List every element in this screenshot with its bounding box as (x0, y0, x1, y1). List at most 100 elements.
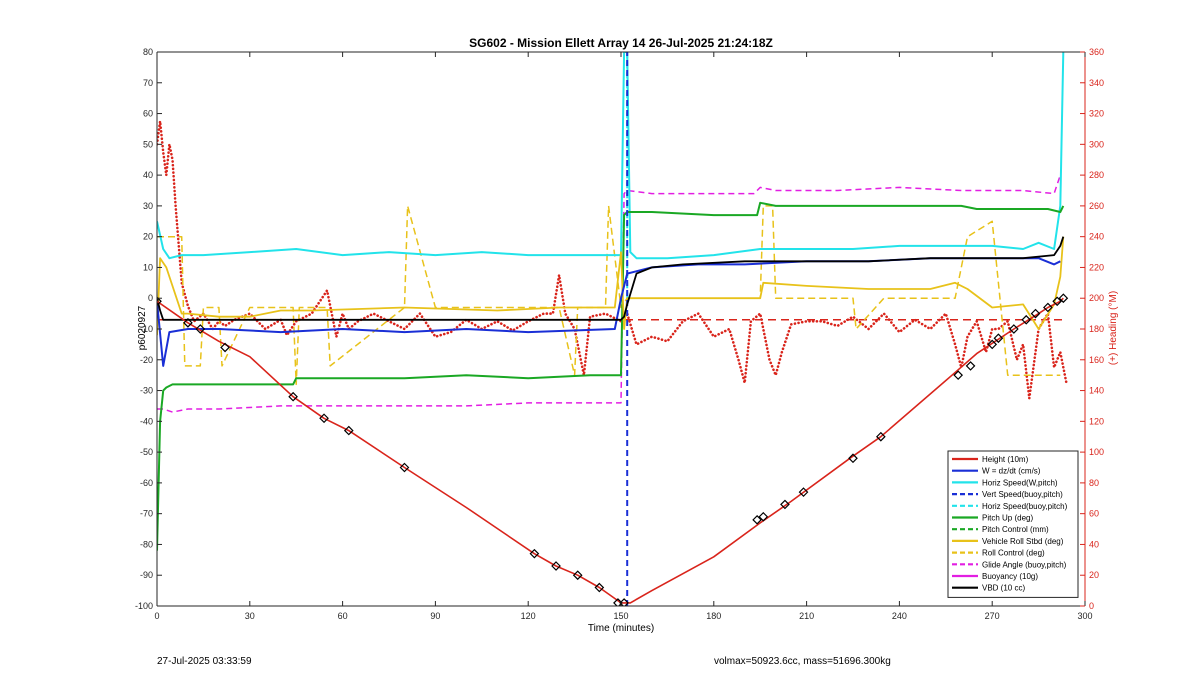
depth-marker (1009, 324, 1019, 334)
y2-tick-label: 100 (1089, 447, 1104, 457)
legend-label: W = dz/dt (cm/s) (982, 467, 1041, 476)
depth-marker (1021, 314, 1032, 325)
y-tick-label: 0 (148, 293, 153, 303)
y2-tick-label: 0 (1089, 601, 1094, 611)
depth-marker (195, 324, 206, 334)
depth-marker (987, 339, 998, 350)
depth-marker (1030, 308, 1041, 319)
series-heading (157, 120, 1068, 400)
y-tick-label: 40 (143, 170, 153, 180)
x-axis-label: Time (minutes) (588, 623, 654, 634)
y-tick-label: -90 (140, 570, 153, 580)
x-tick-label: 240 (892, 611, 907, 621)
y-tick-label: 80 (143, 47, 153, 57)
y2-tick-label: 260 (1089, 201, 1104, 211)
y-tick-label: 10 (143, 262, 153, 272)
legend: Height (10m) W = dz/dt (cm/s) Horiz Speed(… (947, 450, 1079, 598)
depth-marker (529, 548, 540, 559)
legend-label: Height (10m) (982, 455, 1029, 464)
legend-label: Pitch Control (mm) (982, 525, 1049, 534)
y-axis-label: p6020927 (137, 305, 148, 350)
legend-label: Horiz Speed(W,pitch) (982, 478, 1058, 487)
y-tick-label: -70 (140, 509, 153, 519)
axes: 0 30 60 90 120 150 180 210 240 270 300-100-90-80-7… (135, 47, 1104, 621)
y2-tick-label: 340 (1089, 78, 1104, 88)
legend-label: Glide Angle (buoy,pitch) (982, 560, 1067, 569)
depth-marker (288, 391, 298, 402)
x-tick-label: 270 (985, 611, 1000, 621)
y2-tick-label: 160 (1089, 355, 1104, 365)
depth-marker (572, 570, 583, 581)
depth-marker (848, 453, 858, 464)
depth-marker (551, 561, 561, 571)
y2-tick-label: 280 (1089, 170, 1104, 180)
y-tick-label: -40 (140, 416, 153, 426)
x-tick-label: 180 (706, 611, 721, 621)
y2-tick-label: 40 (1089, 539, 1099, 549)
y-tick-label: -80 (140, 539, 153, 549)
y2-tick-label: 200 (1089, 293, 1104, 303)
y-tick-label: 20 (143, 232, 153, 242)
x-tick-label: 90 (430, 611, 440, 621)
x-tick-label: 120 (521, 611, 536, 621)
depth-marker (965, 361, 976, 371)
y-tick-label: -20 (140, 355, 153, 365)
footer-volmax-mass: volmax=50923.6cc, mass=51696.300kg (714, 656, 891, 667)
legend-label: Buoyancy (10g) (982, 572, 1038, 581)
depth-marker (157, 296, 162, 307)
y2-tick-label: 80 (1089, 478, 1099, 488)
x-tick-label: 210 (799, 611, 814, 621)
series-w (157, 257, 1061, 367)
y2-tick-label: 320 (1089, 109, 1104, 119)
y2-tick-label: 140 (1089, 386, 1104, 396)
y-tick-label: 50 (143, 139, 153, 149)
depth-marker (953, 370, 964, 381)
depth-marker (319, 413, 329, 424)
legend-label: Vert Speed(buoy,pitch) (982, 490, 1063, 499)
depth-marker (1043, 302, 1053, 313)
depth-marker (220, 342, 230, 353)
series-roll-control (157, 205, 1061, 386)
depth-marker (993, 333, 1004, 344)
chart-title: SG602 - Mission Ellett Array 14 26-Jul-2… (469, 36, 773, 50)
depth-marker (1052, 296, 1063, 307)
series-group (157, 52, 1069, 606)
depth-marker (752, 514, 762, 525)
y-tick-label: 70 (143, 78, 153, 88)
depth-marker (875, 431, 886, 442)
y2-tick-label: 300 (1089, 139, 1104, 149)
legend-label: Pitch Up (deg) (982, 514, 1033, 523)
legend-label: VBD (10 cc) (982, 584, 1025, 593)
y2-tick-label: 360 (1089, 47, 1104, 57)
legend-label: Roll Control (deg) (982, 549, 1045, 558)
depth-marker (798, 487, 809, 497)
series-horiz-speed (157, 52, 1065, 260)
x-tick-label: 300 (1077, 611, 1092, 621)
y-tick-label: -50 (140, 447, 153, 457)
y-tick-label: 30 (143, 201, 153, 211)
depth-marker (343, 425, 354, 436)
legend-label: Vehicle Roll Stbd (deg) (982, 537, 1064, 546)
y2-tick-label: 220 (1089, 262, 1104, 272)
y2-axis-label: (+) Heading (°M) (1108, 291, 1119, 365)
y-tick-label: -100 (135, 601, 153, 611)
series-glide-angle (157, 174, 1062, 413)
y2-tick-label: 240 (1089, 232, 1104, 242)
legend-box (947, 450, 1079, 598)
depth-marker (758, 511, 769, 522)
depth-marker (780, 499, 790, 510)
series-vbd (157, 236, 1065, 321)
y2-tick-label: 120 (1089, 416, 1104, 426)
depth-marker (1058, 293, 1069, 304)
x-tick-label: 0 (154, 611, 159, 621)
series-pitch-up (157, 201, 1065, 551)
series-height (157, 297, 1064, 604)
y2-tick-label: 20 (1089, 570, 1099, 580)
y2-tick-label: 60 (1089, 509, 1099, 519)
plot-area (157, 52, 1069, 606)
y-tick-label: -30 (140, 386, 153, 396)
legend-label: Horiz Speed(buoy,pitch) (982, 502, 1068, 511)
y-tick-label: -60 (140, 478, 153, 488)
x-tick-label: 60 (338, 611, 348, 621)
